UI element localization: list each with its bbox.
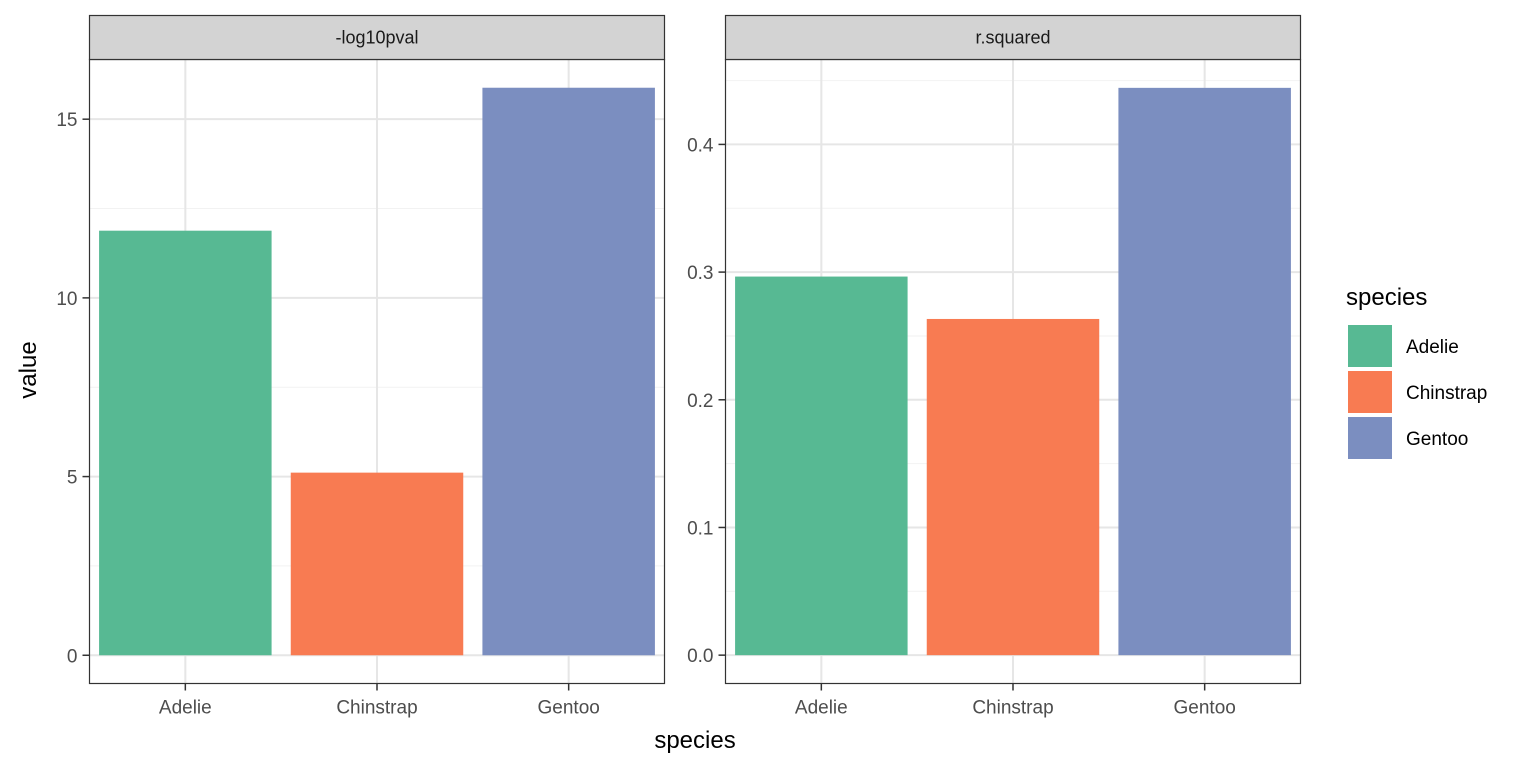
facet-strip xyxy=(88,14,666,61)
facet-strip xyxy=(724,14,1302,61)
y-tick-label: 0.3 xyxy=(687,263,713,284)
bar-adelie xyxy=(99,230,272,656)
x-tick-label: Gentoo xyxy=(1174,698,1236,719)
y-tick-label: 0.0 xyxy=(687,646,713,667)
x-tick-label: Chinstrap xyxy=(972,698,1053,719)
y-tick-label: 0.2 xyxy=(687,391,713,412)
legend-label-adelie: Adelie xyxy=(1406,337,1459,358)
y-tick-label: 0.4 xyxy=(687,135,714,156)
x-tick-label: Adelie xyxy=(795,698,848,719)
legend: species Adelie Chinstrap Gentoo xyxy=(1346,284,1487,459)
x-tick-label: Chinstrap xyxy=(336,698,417,719)
bar-chinstrap xyxy=(290,472,464,656)
facet-strip-label: r.squared xyxy=(975,28,1050,48)
x-tick-label: Gentoo xyxy=(538,698,600,719)
x-tick-label: Adelie xyxy=(159,698,212,719)
panel-r.squared: r.squared 0.0 0.1 0.2 0.3 0.4 Adelie Chinstrap G… xyxy=(687,14,1302,719)
facet-strip-label: -log10pval xyxy=(335,28,418,48)
y-tick-label: 5 xyxy=(67,468,78,489)
y-tick-label: 0 xyxy=(67,646,78,667)
bar-gentoo xyxy=(1118,87,1291,656)
bar-adelie xyxy=(735,276,908,656)
legend-title: species xyxy=(1346,284,1427,311)
legend-label-gentoo: Gentoo xyxy=(1406,429,1468,450)
legend-swatch-chinstrap xyxy=(1348,371,1392,413)
x-axis-title: species xyxy=(654,727,735,754)
legend-label-chinstrap: Chinstrap xyxy=(1406,383,1487,404)
y-axis-title: value xyxy=(15,341,42,398)
y-tick-label: 10 xyxy=(56,289,77,310)
legend-swatch-adelie xyxy=(1348,325,1392,367)
legend-swatch-gentoo xyxy=(1348,417,1392,459)
bar-chinstrap xyxy=(926,318,1100,656)
bar-gentoo xyxy=(482,87,655,656)
y-tick-label: 15 xyxy=(56,110,77,131)
y-tick-label: 0.1 xyxy=(687,518,713,539)
panel--log10pval: -log10pval 0 5 10 15 Adelie Chinstrap Gentoo xyxy=(56,14,666,719)
